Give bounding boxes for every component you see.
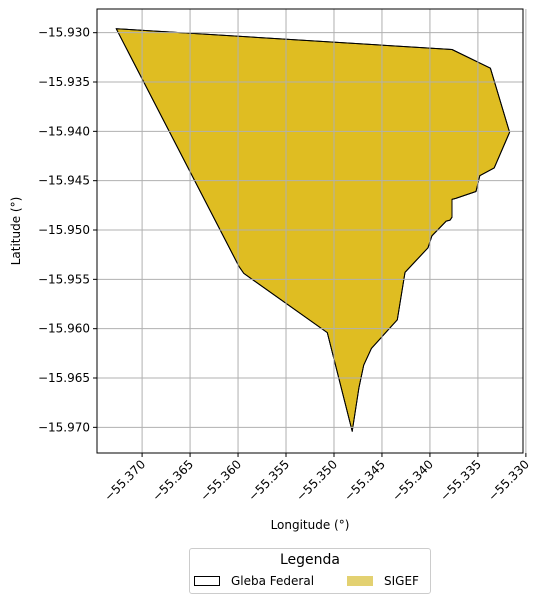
y-axis-ticks: −15.930 −15.935 −15.940 −15.945 −15.950 −15.9…	[38, 26, 97, 434]
x-axis-label: Longitude (°)	[271, 518, 350, 532]
legend-label-gleba-federal: Gleba Federal	[231, 574, 315, 588]
x-tick-label: −55.365	[149, 457, 196, 504]
y-tick-label: −15.960	[38, 322, 90, 336]
y-tick-label: −15.935	[38, 75, 90, 89]
legend: Legenda Gleba Federal SIGEF	[189, 548, 431, 594]
legend-swatch-gleba-federal	[194, 576, 220, 586]
x-axis-ticks: −55.370 −55.365 −55.360 −55.355 −55.350 −55.3…	[102, 453, 532, 504]
x-tick-label: −55.360	[197, 457, 244, 504]
legend-entry-gleba-federal: Gleba Federal	[194, 574, 314, 588]
x-tick-label: −55.355	[245, 457, 292, 504]
axes-frame	[96, 8, 524, 454]
y-tick-label: −15.965	[38, 371, 90, 385]
x-tick-label: −55.345	[341, 457, 388, 504]
y-tick-label: −15.950	[38, 223, 90, 237]
y-tick-label: −15.955	[38, 272, 90, 286]
polygon-gleba-federal	[115, 28, 511, 432]
y-tick-label: −15.940	[38, 124, 90, 138]
x-tick-label: −55.370	[102, 457, 149, 504]
y-tick-label: −15.930	[38, 26, 90, 40]
y-tick-label: −15.945	[38, 174, 90, 188]
y-tick-label: −15.970	[38, 420, 90, 434]
x-tick-label: −55.330	[485, 457, 532, 504]
legend-entry-sigef: SIGEF	[347, 574, 419, 588]
y-axis-label: Latitude (°)	[9, 197, 23, 266]
legend-title: Legenda	[279, 552, 340, 568]
legend-label-sigef: SIGEF	[384, 574, 419, 588]
map-plot: −55.370 −55.365 −55.360 −55.355 −55.350 −55.3…	[9, 8, 532, 532]
x-tick-label: −55.340	[389, 457, 436, 504]
x-tick-label: −55.335	[437, 457, 484, 504]
grid-overlay	[97, 9, 527, 453]
x-tick-label: −55.350	[293, 457, 340, 504]
legend-swatch-sigef	[347, 576, 373, 586]
